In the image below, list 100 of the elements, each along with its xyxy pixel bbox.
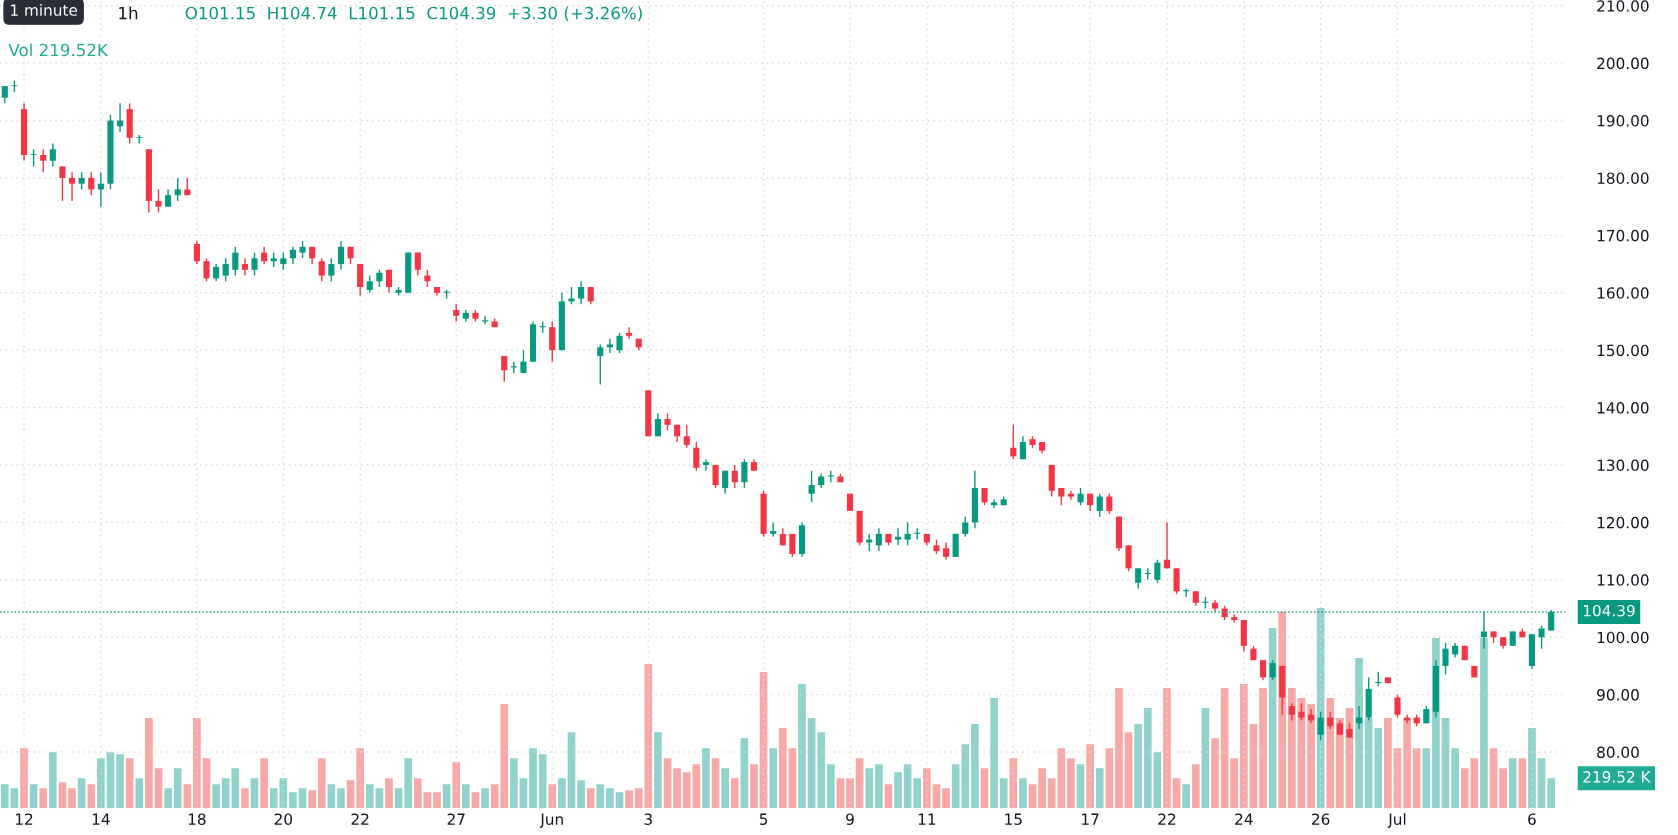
y-tick-label: 110.00 [1597, 574, 1649, 586]
candlestick [616, 332, 623, 354]
x-tick-label: 3 [644, 813, 652, 825]
bar [442, 784, 451, 809]
x-tick-label: 20 [274, 813, 293, 825]
bar [1230, 758, 1239, 809]
bar [481, 788, 489, 809]
candlestick [155, 188, 162, 214]
bar [375, 788, 384, 809]
bar [538, 754, 547, 809]
bar [346, 780, 355, 809]
candlestick [203, 257, 210, 282]
bar [87, 784, 96, 809]
bar [625, 790, 633, 809]
bar [1163, 688, 1171, 809]
bar [1499, 768, 1507, 809]
x-tick-label: 5 [759, 813, 768, 825]
x-tick-label: 9 [846, 813, 854, 825]
bar [932, 784, 941, 809]
bar [1518, 758, 1527, 809]
x-tick-label: 18 [188, 813, 206, 825]
bar [884, 784, 893, 809]
bar [1422, 748, 1431, 809]
bar [894, 772, 902, 809]
bar [1153, 752, 1162, 809]
y-tick-label: 80.00 [1597, 746, 1639, 759]
bar [337, 788, 345, 809]
candlestick [1394, 693, 1401, 719]
bar [1143, 708, 1152, 809]
candlestick [59, 165, 66, 202]
candlestick [520, 349, 527, 374]
bar [999, 778, 1008, 809]
bar [903, 764, 912, 809]
bar [1336, 718, 1344, 809]
bar [558, 778, 566, 809]
bar [1134, 724, 1142, 809]
x-tick-label: 15 [1005, 813, 1022, 825]
bar [250, 778, 259, 809]
bar [289, 792, 297, 809]
bar [385, 778, 393, 809]
bar [1009, 758, 1018, 809]
bar [394, 788, 403, 809]
bar [586, 788, 595, 809]
bar [1019, 778, 1027, 809]
x-tick-label: 26 [1312, 813, 1330, 825]
bar [1355, 657, 1363, 809]
bar [1326, 698, 1335, 809]
bar [365, 784, 374, 809]
bar [423, 792, 432, 809]
x-tick-label: Jun [539, 813, 563, 828]
bar [125, 758, 134, 809]
bar [990, 698, 998, 809]
bar [1441, 718, 1450, 809]
bar [1259, 688, 1267, 809]
bar [778, 728, 787, 809]
x-tick-label: 27 [447, 813, 465, 825]
bar [20, 748, 28, 809]
x-tick-label: 17 [1082, 813, 1099, 825]
bar [750, 764, 758, 809]
bar [145, 718, 153, 809]
y-tick-label: 190.00 [1597, 115, 1649, 127]
bar [29, 784, 38, 809]
bar [1384, 718, 1392, 809]
y-tick-label: 150.00 [1597, 344, 1649, 357]
bar [97, 758, 105, 809]
bar [826, 764, 835, 809]
bar [212, 784, 220, 809]
bar [1451, 748, 1459, 809]
bar [1201, 708, 1210, 809]
bar [193, 718, 201, 809]
bar [548, 784, 557, 809]
bar [48, 752, 57, 809]
bar [673, 768, 681, 809]
bar [1307, 704, 1315, 809]
bar [308, 790, 316, 809]
bar [10, 788, 19, 809]
bar [1115, 688, 1123, 809]
bar [1403, 718, 1411, 809]
bar [77, 778, 86, 809]
bar [1028, 784, 1037, 809]
bar [202, 758, 211, 809]
bar [39, 788, 48, 809]
bar [577, 780, 585, 809]
bar [1211, 738, 1219, 809]
bar [740, 738, 749, 809]
candlestick [1538, 625, 1545, 650]
bar [490, 784, 499, 809]
bar [788, 748, 797, 809]
x-tick-label: 14 [92, 813, 110, 825]
bar [241, 788, 249, 809]
bar [606, 788, 614, 809]
bar [1067, 758, 1075, 809]
bar [452, 762, 461, 809]
bar [404, 758, 413, 809]
candlestick [251, 251, 258, 277]
x-tick-label: Jul [1387, 813, 1406, 828]
bar [692, 764, 701, 809]
bar [183, 784, 192, 809]
bar [1249, 724, 1258, 809]
x-tick-label: 24 [1235, 813, 1253, 825]
